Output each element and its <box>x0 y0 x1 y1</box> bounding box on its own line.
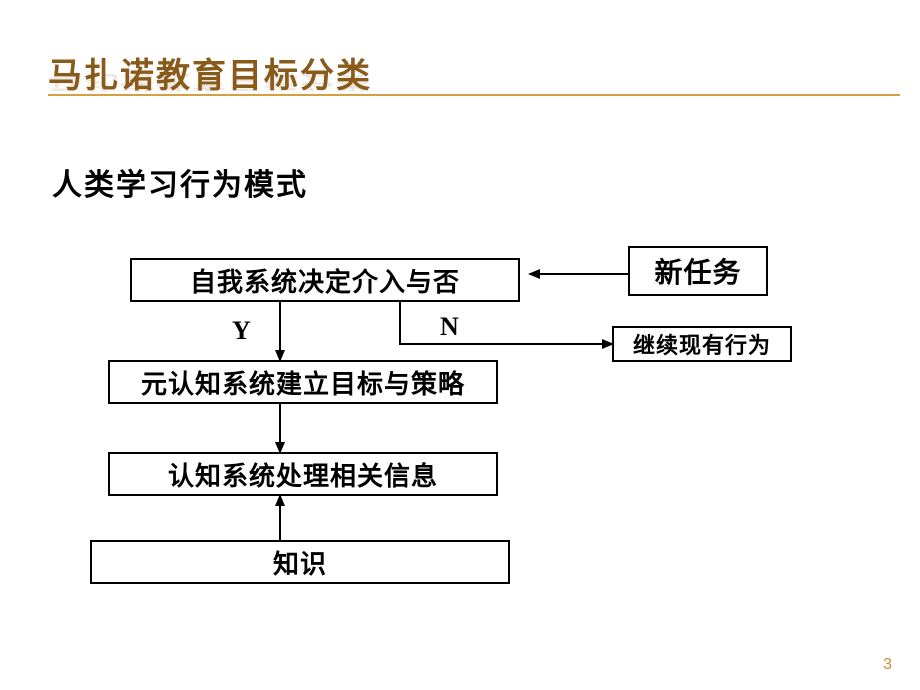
label-yes: Y <box>232 316 251 346</box>
node-knowledge: 知识 <box>90 540 510 584</box>
label-no: N <box>440 312 459 342</box>
slide: 马扎诺教育目标分类 马扎诺教育目标分类 人类学习行为模式 自我系统决定介入与否 … <box>0 0 920 690</box>
node-cognition: 认知系统处理相关信息 <box>108 452 498 496</box>
node-continue-behavior: 继续现有行为 <box>612 326 792 362</box>
section-subtitle: 人类学习行为模式 <box>52 160 308 204</box>
node-self-system: 自我系统决定介入与否 <box>130 258 520 302</box>
page-number: 3 <box>883 656 892 674</box>
title-block: 马扎诺教育目标分类 马扎诺教育目标分类 <box>48 48 372 97</box>
node-new-task: 新任务 <box>628 246 768 296</box>
flow-arrow <box>400 302 612 344</box>
title-underline <box>48 94 900 96</box>
slide-title: 马扎诺教育目标分类 <box>48 48 372 97</box>
node-metacognition: 元认知系统建立目标与策略 <box>108 360 498 404</box>
